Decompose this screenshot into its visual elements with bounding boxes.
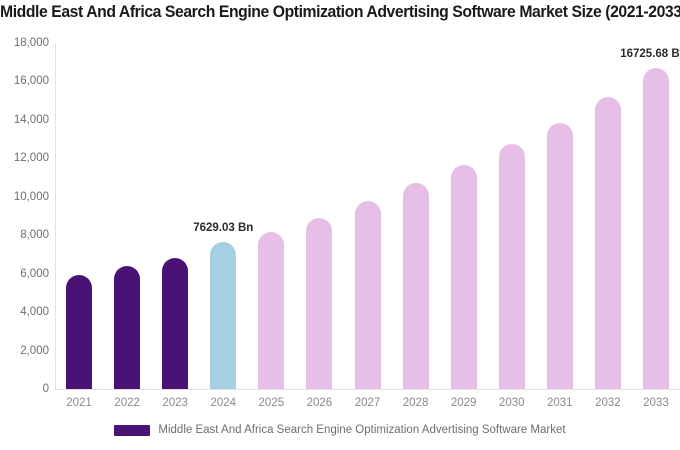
y-axis-tick-14000: 14,000: [13, 113, 49, 126]
bar-rect-2023[interactable]: [162, 258, 189, 389]
x-axis-tick-2024: 2024: [210, 397, 237, 409]
bar-2021[interactable]: [66, 43, 93, 389]
y-axis-tick-10000: 10,000: [13, 190, 49, 203]
bar-rect-2021[interactable]: [66, 275, 93, 389]
y-axis-tick-2000: 2,000: [20, 344, 49, 357]
y-axis-tick-16000: 16,000: [13, 75, 49, 88]
y-axis-line: [55, 43, 56, 390]
y-axis-tick-labels: 18,000 16,000 14,000 12,000 10,000 8,000 6,000…: [0, 37, 49, 395]
chart-legend: Middle East And Africa Search Engine Opt…: [0, 424, 680, 437]
bar-2026[interactable]: [306, 43, 333, 389]
bar-rect-2026[interactable]: [306, 217, 333, 389]
y-axis-tick-8000: 8,000: [20, 229, 49, 242]
y-axis-tick-4000: 4,000: [20, 306, 49, 319]
x-axis-tick-2022: 2022: [114, 397, 140, 409]
bar-2023[interactable]: [162, 43, 189, 389]
bar-rect-2027[interactable]: [354, 200, 381, 389]
x-axis-tick-2021: 2021: [66, 397, 92, 409]
bar-rect-2030[interactable]: [498, 143, 525, 389]
bar-2030[interactable]: [498, 43, 525, 389]
bar-2029[interactable]: [450, 43, 477, 389]
bar-2028[interactable]: [402, 43, 429, 389]
x-axis-tick-2032: 2032: [595, 397, 621, 409]
x-axis-tick-2028: 2028: [402, 397, 429, 409]
y-axis-tick-0: 0: [42, 383, 49, 395]
bar-rect-2029[interactable]: [450, 165, 477, 389]
legend-swatch-icon: [114, 425, 151, 436]
y-axis-tick-12000: 12,000: [13, 152, 49, 165]
bar-rect-2031[interactable]: [546, 122, 573, 389]
bar-rect-2024[interactable]: [210, 242, 237, 389]
y-axis-tick-6000: 6,000: [20, 267, 49, 280]
x-axis-tick-2027: 2027: [354, 397, 381, 409]
bar-2031[interactable]: [546, 43, 573, 389]
bar-2025[interactable]: [258, 43, 285, 389]
x-axis-line: [55, 389, 680, 390]
x-axis-tick-2025: 2025: [258, 397, 285, 409]
legend-label: Middle East And Africa Search Engine Opt…: [158, 424, 566, 436]
bar-value-label-2024: 7629.03 Bn: [193, 222, 254, 235]
x-axis-tick-2033: 2033: [643, 397, 669, 409]
plot-area: 7629.03 Bn 16725.68 B: [55, 43, 680, 389]
legend-item-0[interactable]: Middle East And Africa Search Engine Opt…: [114, 424, 566, 437]
x-axis-tick-labels: 2021 2022 2023 2024 2025 2026 2027 2028 2029 2030…: [55, 396, 680, 414]
bar-2024[interactable]: [210, 43, 237, 389]
bar-rect-2028[interactable]: [402, 183, 429, 389]
bar-2022[interactable]: [114, 43, 141, 389]
y-axis-tick-18000: 18,000: [13, 37, 49, 49]
bar-2032[interactable]: [594, 43, 621, 389]
bar-2033[interactable]: [642, 43, 669, 389]
bar-rect-2025[interactable]: [258, 232, 285, 389]
x-axis-tick-2026: 2026: [306, 397, 333, 409]
x-axis-tick-2030: 2030: [498, 397, 525, 409]
bar-rect-2022[interactable]: [114, 265, 141, 389]
bar-2027[interactable]: [354, 43, 381, 389]
chart-title: Middle East And Africa Search Engine Opt…: [0, 3, 680, 21]
bar-value-label-2033: 16725.68 B: [620, 47, 680, 60]
bar-rect-2032[interactable]: [594, 96, 621, 389]
bar-rect-2033[interactable]: [642, 67, 669, 389]
x-axis-tick-2029: 2029: [450, 397, 477, 409]
x-axis-tick-2031: 2031: [547, 397, 573, 409]
x-axis-tick-2023: 2023: [162, 397, 188, 409]
